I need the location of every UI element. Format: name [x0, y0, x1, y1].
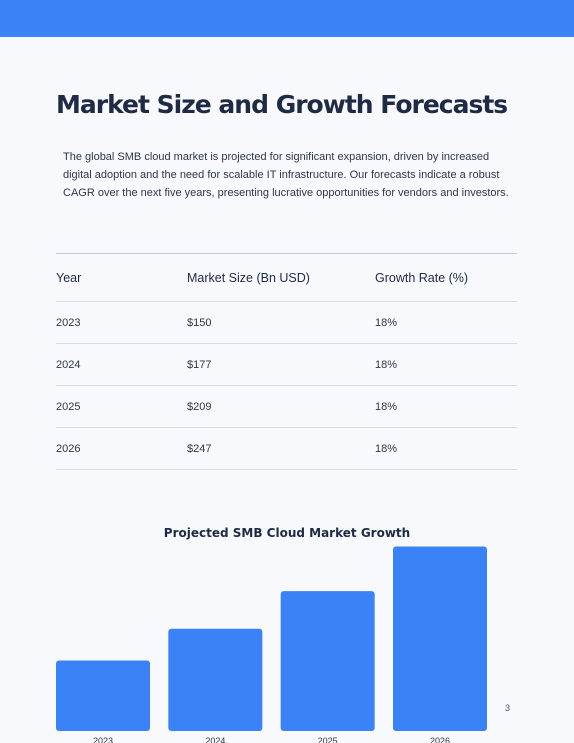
table-row: 2026 $247 18% [56, 427, 517, 470]
table-row: 2024 $177 18% [56, 343, 517, 386]
x-tick-label: 2023 [93, 736, 113, 743]
page-title: Market Size and Growth Forecasts [56, 90, 508, 119]
bar-2024 [168, 628, 263, 731]
cell-growth-rate: 18% [375, 343, 517, 386]
cell-year: 2024 [56, 343, 187, 386]
table-header-row: Year Market Size (Bn USD) Growth Rate (%… [56, 253, 517, 302]
chart-title: Projected SMB Cloud Market Growth [164, 526, 410, 540]
cell-year: 2026 [56, 427, 187, 470]
table-row: 2023 $150 18% [56, 301, 517, 344]
header-growth-rate: Growth Rate (%) [375, 253, 517, 302]
x-tick-label: 2024 [205, 736, 225, 743]
cell-year: 2023 [56, 301, 187, 344]
x-tick-label: 2025 [318, 736, 338, 743]
bar-2026 [393, 546, 487, 731]
market-size-table: Year Market Size (Bn USD) Growth Rate (%… [56, 253, 517, 470]
table-row: 2025 $209 18% [56, 385, 517, 428]
cell-growth-rate: 18% [375, 427, 517, 470]
page-number: 3 [505, 703, 511, 713]
intro-paragraph: The global SMB cloud market is projected… [63, 151, 509, 199]
cell-growth-rate: 18% [375, 301, 517, 344]
bar-2025 [280, 591, 375, 731]
cell-growth-rate: 18% [375, 385, 517, 428]
cell-market-size: $247 [187, 427, 375, 470]
header-market-size: Market Size (Bn USD) [187, 253, 375, 302]
bar-2023 [56, 660, 150, 731]
x-tick-label: 2026 [430, 736, 450, 743]
cell-market-size: $209 [187, 385, 375, 428]
top-accent-bar [0, 0, 574, 37]
cell-year: 2025 [56, 385, 187, 428]
header-year: Year [56, 253, 187, 302]
market-growth-bar-chart: Projected SMB Cloud Market Growth 2023 20… [56, 526, 487, 743]
cell-market-size: $177 [187, 343, 375, 386]
cell-market-size: $150 [187, 301, 375, 344]
